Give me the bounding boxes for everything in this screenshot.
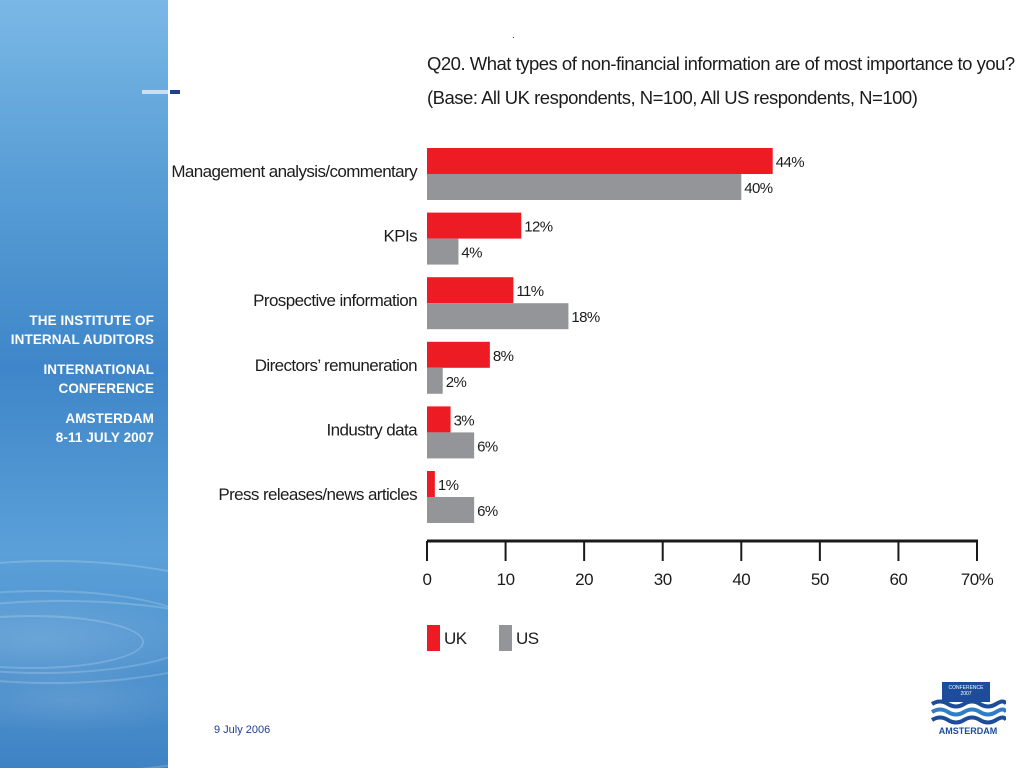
- chart-base-note: (Base: All UK respondents, N=100, All US…: [427, 87, 918, 108]
- legend-swatch-uk: [427, 625, 440, 651]
- header-dot: .: [512, 30, 515, 41]
- chart-title: Q20. What types of non-financial informa…: [427, 47, 1015, 115]
- bar-value-label: 8%: [493, 348, 514, 365]
- x-tick-label: 60: [889, 570, 907, 589]
- x-tick-label: 0: [423, 570, 432, 589]
- waves-icon: [930, 699, 1006, 725]
- x-tick-label: 10: [497, 570, 515, 589]
- bar-us: [427, 497, 475, 523]
- accent-line: [142, 90, 168, 94]
- bar-us: [427, 174, 742, 200]
- bar-value-label: 12%: [524, 219, 552, 236]
- category-label: Prospective information: [253, 291, 417, 310]
- bar-value-label: 6%: [477, 438, 498, 455]
- bar-value-label: 1%: [438, 477, 459, 494]
- bar-uk: [427, 341, 490, 368]
- x-tick-label: 30: [654, 570, 672, 589]
- bar-uk: [427, 471, 435, 497]
- legend-swatch-us: [499, 625, 512, 651]
- footer-date: 9 July 2006: [214, 724, 271, 736]
- accent-line-dark: [170, 90, 180, 94]
- event-name: INTERNATIONAL CONFERENCE: [43, 362, 154, 396]
- bar-us: [427, 303, 569, 330]
- bar-uk: [427, 212, 522, 239]
- conference-logo: CONFERENCE 2007 AMSTERDAM: [930, 682, 1006, 738]
- conference-info: THE INSTITUTE OF INTERNAL AUDITORS INTER…: [0, 311, 154, 458]
- x-tick-label: 70%: [961, 570, 994, 589]
- category-label: KPIs: [383, 227, 417, 246]
- logo-name: AMSTERDAM: [938, 726, 998, 736]
- sidebar-panel: THE INSTITUTE OF INTERNAL AUDITORS INTER…: [0, 0, 168, 768]
- category-label: Industry data: [327, 420, 419, 439]
- x-tick-label: 40: [732, 570, 750, 589]
- bar-value-label: 18%: [571, 309, 599, 326]
- bar-value-label: 11%: [516, 283, 543, 300]
- legend-label-uk: UK: [444, 629, 468, 648]
- chart-question: Q20. What types of non-financial informa…: [427, 53, 1015, 74]
- bar-us: [427, 367, 443, 394]
- organization-name: THE INSTITUTE OF INTERNAL AUDITORS: [10, 313, 154, 347]
- category-label: Directors’ remuneration: [255, 356, 417, 375]
- bar-uk: [427, 277, 514, 304]
- bar-value-label: 3%: [454, 412, 475, 429]
- bar-us: [427, 238, 459, 265]
- logo-badge: CONFERENCE 2007: [942, 682, 990, 702]
- x-tick-label: 20: [575, 570, 593, 589]
- bar-value-label: 44%: [776, 154, 804, 171]
- event-location-date: AMSTERDAM 8-11 JULY 2007: [55, 411, 154, 445]
- bar-value-label: 6%: [477, 503, 498, 520]
- category-label: Management analysis/commentary: [171, 162, 418, 181]
- bar-value-label: 40%: [744, 180, 772, 197]
- bar-us: [427, 432, 475, 459]
- bar-value-label: 4%: [461, 245, 482, 262]
- bar-uk: [427, 406, 451, 433]
- legend-label-us: US: [516, 629, 539, 648]
- category-label: Press releases/news articles: [218, 485, 417, 504]
- water-ripple: [0, 600, 168, 768]
- bar-value-label: 2%: [446, 374, 467, 391]
- bar-uk: [427, 148, 773, 174]
- x-tick-label: 50: [811, 570, 829, 589]
